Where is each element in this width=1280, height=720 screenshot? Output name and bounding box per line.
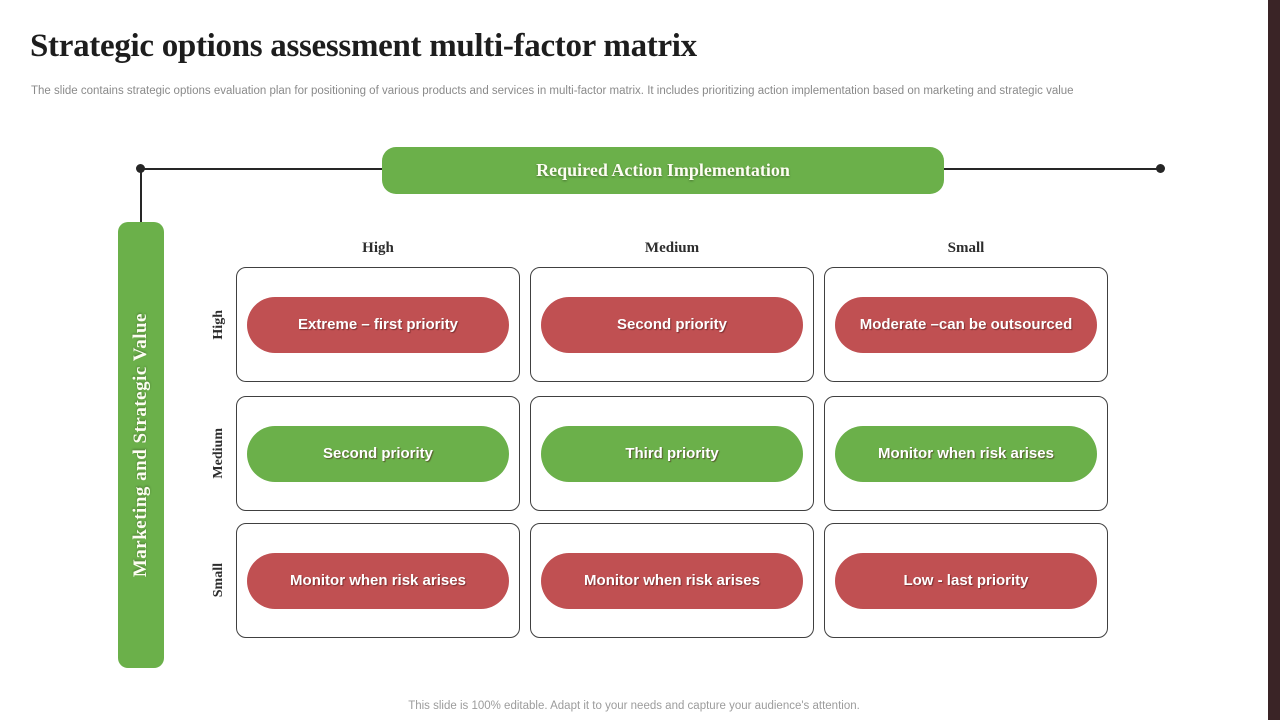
- top-axis-pill: Required Action Implementation: [382, 147, 944, 194]
- priority-pill: Second priority: [247, 425, 509, 482]
- left-axis-connector-line: [140, 169, 142, 224]
- line-endpoint-dot-right: [1156, 164, 1165, 173]
- row-header-medium: Medium: [206, 396, 232, 511]
- row-header-small: Small: [206, 523, 232, 638]
- priority-pill: Monitor when risk arises: [835, 425, 1097, 482]
- row-header-label: Medium: [211, 428, 226, 479]
- matrix-cell: Monitor when risk arises: [530, 523, 814, 638]
- priority-pill-label: Low - last priority: [903, 572, 1029, 589]
- priority-pill: Extreme – first priority: [247, 296, 509, 353]
- priority-pill-label: Second priority: [616, 316, 728, 333]
- matrix-cell: Second priority: [236, 396, 520, 511]
- priority-pill-label: Monitor when risk arises: [290, 572, 466, 589]
- matrix-cell: Monitor when risk arises: [824, 396, 1108, 511]
- row-header-label: High: [211, 309, 226, 340]
- matrix-cell: Monitor when risk arises: [236, 523, 520, 638]
- priority-pill: Monitor when risk arises: [541, 552, 803, 609]
- left-axis-bar: Marketing and Strategic Value: [118, 222, 164, 668]
- right-edge-strip: [1268, 0, 1280, 720]
- priority-pill: Third priority: [541, 425, 803, 482]
- priority-pill: Second priority: [541, 296, 803, 353]
- slide-subtitle: The slide contains strategic options eva…: [31, 85, 1074, 97]
- left-axis-label: Marketing and Strategic Value: [130, 312, 151, 578]
- matrix-cell: Second priority: [530, 267, 814, 382]
- priority-pill-label: Third priority: [625, 445, 719, 462]
- priority-pill-label: Second priority: [322, 445, 434, 462]
- matrix-cell: Moderate –can be outsourced: [824, 267, 1108, 382]
- footer-note: This slide is 100% editable. Adapt it to…: [408, 700, 860, 712]
- row-header-high: High: [206, 267, 232, 382]
- matrix-cell: Third priority: [530, 396, 814, 511]
- priority-pill-label: Monitor when risk arises: [878, 445, 1054, 462]
- row-header-label: Small: [211, 563, 226, 598]
- matrix-cell: Low - last priority: [824, 523, 1108, 638]
- column-header-medium: Medium: [644, 240, 700, 256]
- column-header-small: Small: [947, 240, 985, 256]
- priority-pill: Low - last priority: [835, 552, 1097, 609]
- priority-pill: Moderate –can be outsourced: [835, 296, 1097, 353]
- top-axis-label: Required Action Implementation: [536, 160, 790, 180]
- priority-pill: Monitor when risk arises: [247, 552, 509, 609]
- priority-pill-label: Extreme – first priority: [297, 316, 459, 333]
- priority-pill-label: Monitor when risk arises: [584, 572, 760, 589]
- column-header-high: High: [362, 240, 394, 256]
- matrix-cell: Extreme – first priority: [236, 267, 520, 382]
- line-endpoint-dot-left: [136, 164, 145, 173]
- page-title: Strategic options assessment multi-facto…: [30, 28, 697, 64]
- priority-pill-label: Moderate –can be outsourced: [859, 316, 1073, 333]
